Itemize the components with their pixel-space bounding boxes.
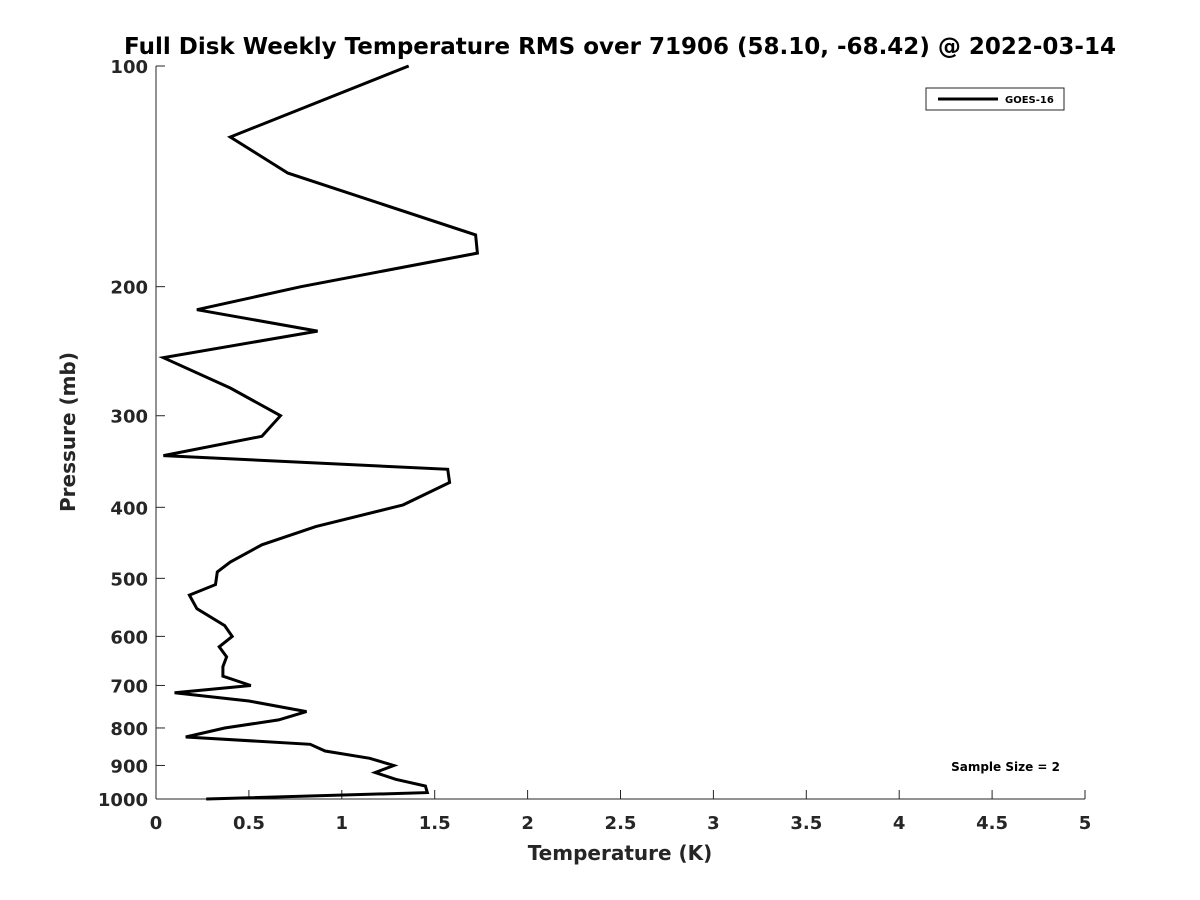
x-tick-label: 5	[1079, 813, 1092, 834]
y-tick-label: 700	[110, 676, 148, 697]
y-axis-label: Pressure (mb)	[56, 352, 80, 512]
y-tick-label: 200	[110, 278, 148, 299]
x-tick-label: 4.5	[976, 813, 1008, 834]
y-tick-label: 900	[110, 756, 148, 777]
y-tick-label: 400	[110, 498, 148, 519]
x-axis-ticks: 0 0.5 1 1.5 2 2.5 3 3.5 4 4.5 5	[150, 790, 1092, 834]
x-tick-label: 2.5	[605, 813, 637, 834]
chart-title: Full Disk Weekly Temperature RMS over 71…	[124, 34, 1116, 60]
x-tick-label: 3	[707, 813, 720, 834]
legend: GOES-16	[925, 87, 1065, 111]
y-axis-ticks: 100 200 300 400 500 600 700 800 900 1000	[98, 57, 165, 811]
y-tick-label: 500	[110, 569, 148, 590]
x-axis-label: Temperature (K)	[528, 841, 713, 865]
x-tick-label: 3.5	[790, 813, 822, 834]
x-tick-label: 2	[521, 813, 534, 834]
y-tick-label: 300	[110, 407, 148, 428]
legend-label: GOES-16	[1005, 95, 1054, 106]
sample-size-annotation: Sample Size = 2	[951, 760, 1060, 774]
y-tick-label: 800	[110, 719, 148, 740]
x-tick-label: 0.5	[233, 813, 265, 834]
x-tick-label: 1.5	[419, 813, 451, 834]
plot-area: 0 0.5 1 1.5 2 2.5 3 3.5 4 4.5 5 100 200 300 400 500 600…	[98, 57, 1091, 834]
x-tick-label: 4	[893, 813, 906, 834]
x-tick-label: 0	[150, 813, 163, 834]
series-line-goes-16	[158, 64, 480, 801]
x-tick-label: 1	[336, 813, 349, 834]
y-tick-label: 100	[110, 57, 148, 78]
y-tick-label: 1000	[98, 790, 148, 811]
y-tick-label: 600	[110, 627, 148, 648]
